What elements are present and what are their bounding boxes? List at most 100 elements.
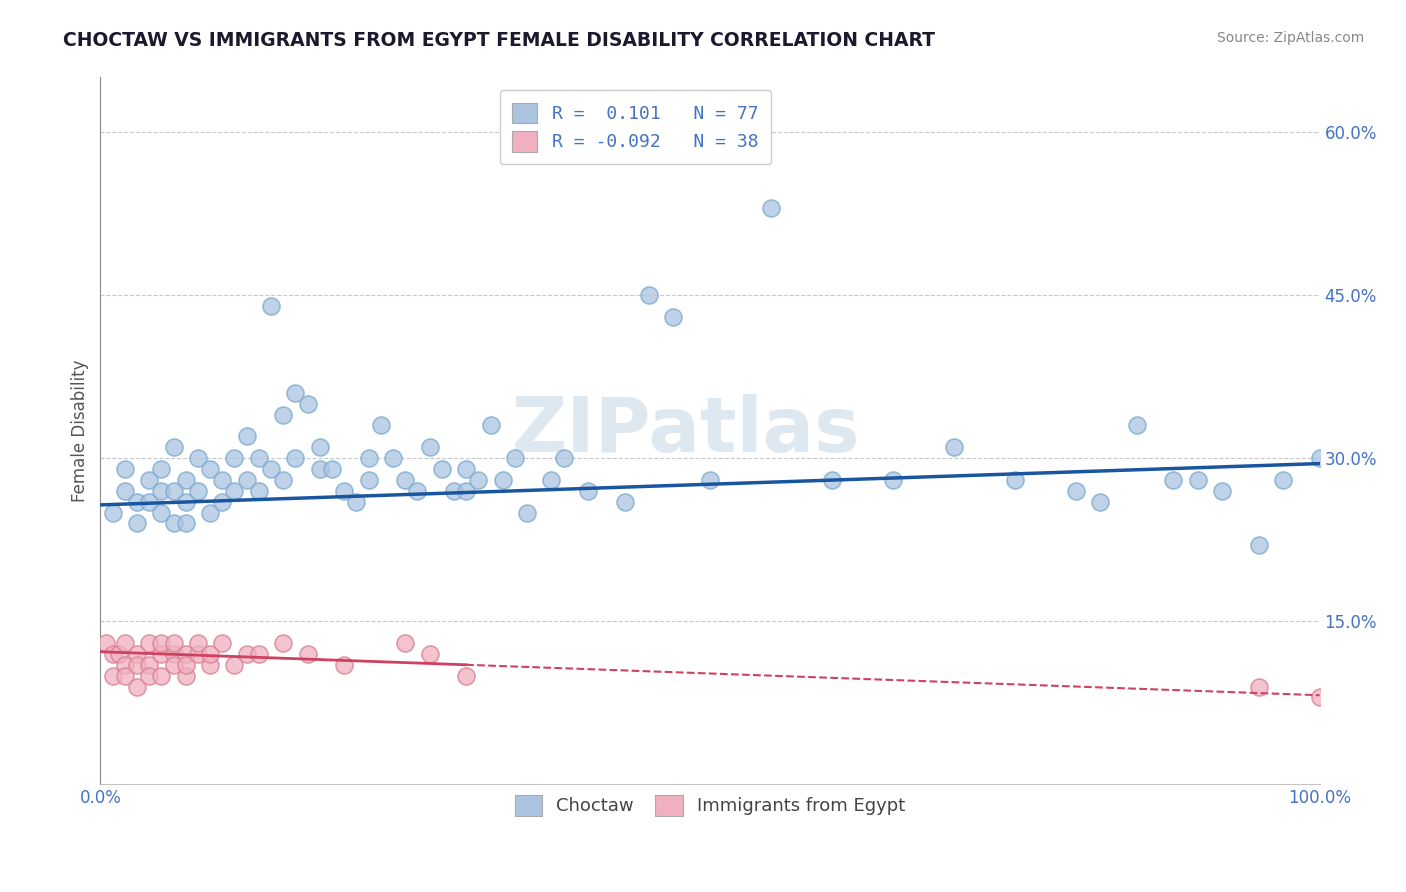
Point	[101, 506, 124, 520]
Point	[125, 494, 148, 508]
Point	[942, 440, 965, 454]
Point	[125, 647, 148, 661]
Point	[576, 483, 599, 498]
Point	[1247, 538, 1270, 552]
Point	[1004, 473, 1026, 487]
Point	[101, 647, 124, 661]
Point	[138, 668, 160, 682]
Point	[271, 473, 294, 487]
Text: ZIPatlas: ZIPatlas	[512, 394, 860, 468]
Point	[553, 451, 575, 466]
Point	[1272, 473, 1295, 487]
Point	[443, 483, 465, 498]
Point	[1125, 418, 1147, 433]
Point	[419, 647, 441, 661]
Point	[174, 668, 197, 682]
Point	[198, 462, 221, 476]
Legend: Choctaw, Immigrants from Egypt: Choctaw, Immigrants from Egypt	[506, 786, 914, 825]
Point	[394, 473, 416, 487]
Point	[492, 473, 515, 487]
Point	[1309, 451, 1331, 466]
Text: Source: ZipAtlas.com: Source: ZipAtlas.com	[1216, 31, 1364, 45]
Point	[162, 483, 184, 498]
Point	[406, 483, 429, 498]
Point	[107, 647, 129, 661]
Point	[333, 657, 356, 672]
Point	[321, 462, 343, 476]
Point	[187, 451, 209, 466]
Point	[114, 636, 136, 650]
Point	[308, 440, 330, 454]
Point	[699, 473, 721, 487]
Point	[150, 668, 173, 682]
Point	[125, 657, 148, 672]
Point	[150, 483, 173, 498]
Point	[187, 483, 209, 498]
Point	[114, 483, 136, 498]
Point	[150, 647, 173, 661]
Point	[540, 473, 562, 487]
Point	[211, 494, 233, 508]
Point	[174, 494, 197, 508]
Point	[114, 668, 136, 682]
Point	[1088, 494, 1111, 508]
Point	[198, 647, 221, 661]
Point	[162, 440, 184, 454]
Point	[174, 657, 197, 672]
Point	[344, 494, 367, 508]
Point	[260, 462, 283, 476]
Point	[150, 636, 173, 650]
Y-axis label: Female Disability: Female Disability	[72, 359, 89, 502]
Point	[162, 647, 184, 661]
Point	[224, 657, 246, 672]
Point	[162, 657, 184, 672]
Point	[247, 647, 270, 661]
Point	[101, 668, 124, 682]
Point	[370, 418, 392, 433]
Point	[224, 451, 246, 466]
Point	[456, 462, 478, 476]
Point	[114, 462, 136, 476]
Point	[381, 451, 404, 466]
Point	[479, 418, 502, 433]
Point	[198, 506, 221, 520]
Point	[638, 288, 661, 302]
Point	[308, 462, 330, 476]
Point	[138, 636, 160, 650]
Point	[882, 473, 904, 487]
Point	[247, 451, 270, 466]
Point	[271, 408, 294, 422]
Point	[430, 462, 453, 476]
Point	[821, 473, 844, 487]
Point	[247, 483, 270, 498]
Point	[198, 657, 221, 672]
Point	[1187, 473, 1209, 487]
Text: CHOCTAW VS IMMIGRANTS FROM EGYPT FEMALE DISABILITY CORRELATION CHART: CHOCTAW VS IMMIGRANTS FROM EGYPT FEMALE …	[63, 31, 935, 50]
Point	[503, 451, 526, 466]
Point	[516, 506, 538, 520]
Point	[357, 473, 380, 487]
Point	[187, 647, 209, 661]
Point	[271, 636, 294, 650]
Point	[456, 483, 478, 498]
Point	[150, 462, 173, 476]
Point	[260, 299, 283, 313]
Point	[174, 516, 197, 531]
Point	[174, 647, 197, 661]
Point	[357, 451, 380, 466]
Point	[211, 473, 233, 487]
Point	[235, 473, 257, 487]
Point	[1247, 680, 1270, 694]
Point	[138, 473, 160, 487]
Point	[1211, 483, 1233, 498]
Point	[1309, 690, 1331, 705]
Point	[162, 516, 184, 531]
Point	[235, 647, 257, 661]
Point	[284, 385, 307, 400]
Point	[235, 429, 257, 443]
Point	[662, 310, 685, 324]
Point	[162, 636, 184, 650]
Point	[96, 636, 118, 650]
Point	[394, 636, 416, 650]
Point	[187, 636, 209, 650]
